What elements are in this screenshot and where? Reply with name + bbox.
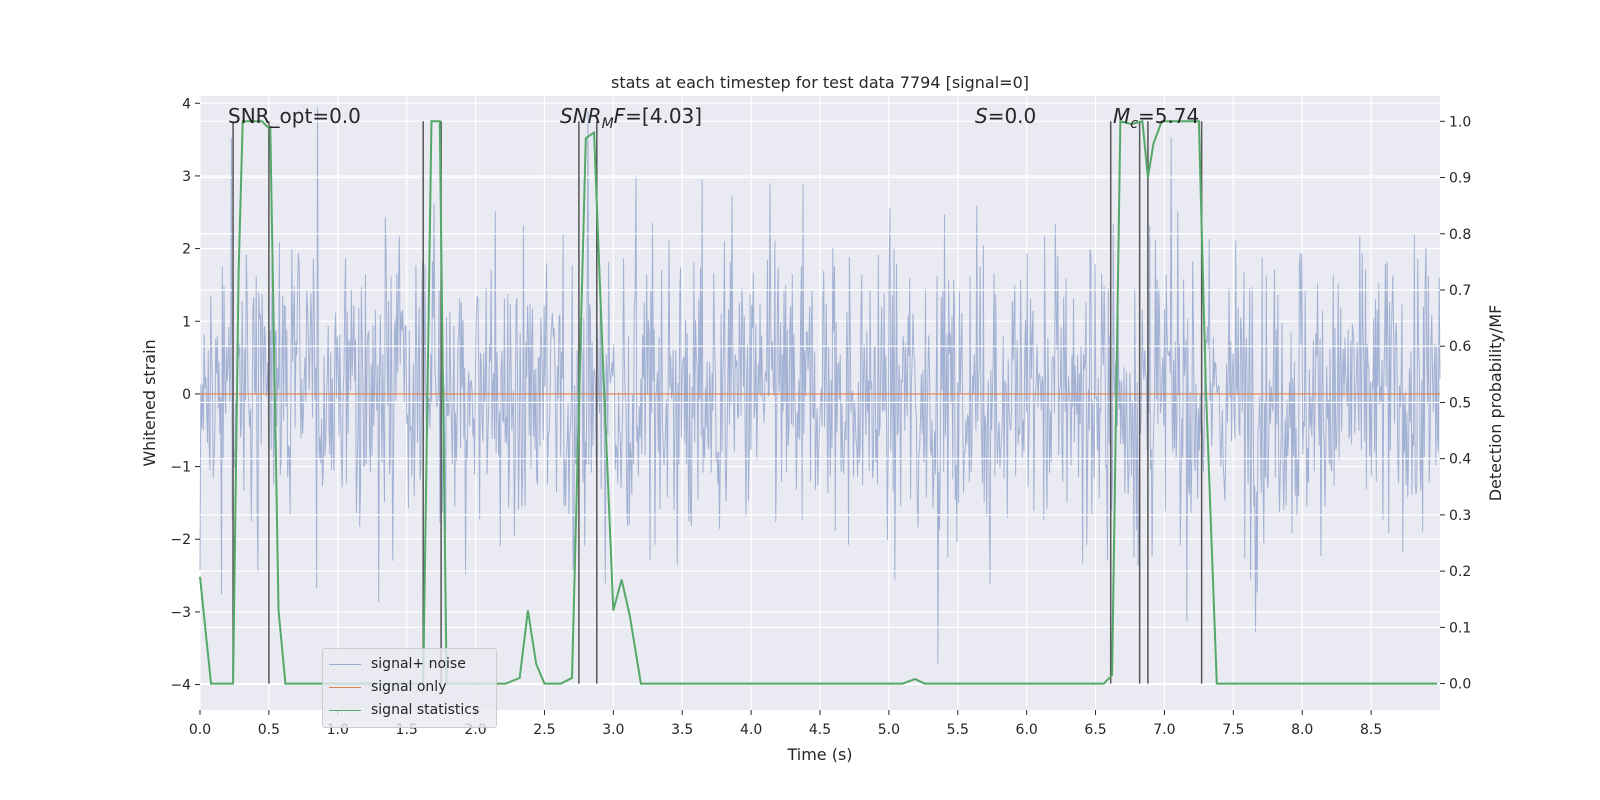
x-tick-label: 7.0 xyxy=(1153,722,1175,738)
x-tick-label: 5.0 xyxy=(878,722,900,738)
x-tick-label: 8.5 xyxy=(1360,722,1382,738)
y-tick-label-left: 1 xyxy=(182,314,191,330)
y-axis-label-right: Detection probability/MF xyxy=(1486,305,1505,502)
legend-item-signal-only: signal only xyxy=(329,676,446,698)
y-tick-label-right: 0.7 xyxy=(1449,283,1471,299)
annotation-snr-mf: SNRMF=[4.03] xyxy=(560,104,702,132)
legend-swatch-signal-statistics xyxy=(329,709,361,711)
y-tick-label-left: −3 xyxy=(170,605,191,621)
x-tick-label: 0.5 xyxy=(258,722,280,738)
annotation-snr-opt: SNR_opt=0.0 xyxy=(228,104,361,128)
y-tick-label-right: 0.1 xyxy=(1449,620,1471,636)
x-tick-label: 6.0 xyxy=(1016,722,1038,738)
x-tick-label: 3.5 xyxy=(671,722,693,738)
y-tick-label-right: 0.6 xyxy=(1449,339,1471,355)
y-tick-label-left: −4 xyxy=(170,678,191,694)
legend-item-signal-statistics: signal statistics xyxy=(329,699,479,721)
y-tick-label-right: 0.4 xyxy=(1449,452,1471,468)
series-signal-noise xyxy=(199,107,1441,664)
y-tick-label-right: 0.0 xyxy=(1449,677,1471,693)
series-signal-statistics xyxy=(199,120,1438,685)
legend-swatch-signal-noise xyxy=(329,663,361,665)
y-tick-label-left: −2 xyxy=(170,532,191,548)
y-tick-label-right: 0.9 xyxy=(1449,171,1471,187)
x-tick-label: 8.0 xyxy=(1291,722,1313,738)
y-tick-label-left: 0 xyxy=(182,387,191,403)
annotation-s: S=0.0 xyxy=(975,104,1036,128)
signal-statistics-line xyxy=(199,120,1438,685)
y-tick-label-right: 1.0 xyxy=(1449,114,1471,130)
y-tick-label-left: 3 xyxy=(182,169,191,185)
y-tick-label-left: 4 xyxy=(182,96,191,112)
legend-label: signal only xyxy=(371,679,447,695)
x-tick-label: 2.5 xyxy=(533,722,555,738)
legend-label: signal statistics xyxy=(371,702,480,718)
chart-title: stats at each timestep for test data 779… xyxy=(611,73,1029,92)
noise-line xyxy=(199,107,1441,664)
legend-label: signal+ noise xyxy=(371,656,466,672)
x-tick-label: 3.0 xyxy=(602,722,624,738)
y-tick-label-right: 0.8 xyxy=(1449,227,1471,243)
x-tick-label: 5.5 xyxy=(947,722,969,738)
y-tick-label-right: 0.2 xyxy=(1449,564,1471,580)
axis-ticks: 0.0 0.5 1.0 1.5 2.0 2.5 3.0 3.5 4.0 4.5 5.0 5.5 6.0 6… xyxy=(170,96,1471,738)
y-axis-label-left: Whitened strain xyxy=(140,339,159,466)
x-tick-label: 0.0 xyxy=(189,722,211,738)
legend: signal+ noise signal only signal statist… xyxy=(322,648,497,728)
y-tick-label-left: 2 xyxy=(182,242,191,258)
x-tick-label: 6.5 xyxy=(1084,722,1106,738)
x-tick-label: 4.0 xyxy=(740,722,762,738)
annotation-mc: Mc=5.74 xyxy=(1113,104,1199,132)
x-tick-label: 4.5 xyxy=(809,722,831,738)
y-tick-label-left: −1 xyxy=(170,460,191,476)
y-tick-label-right: 0.3 xyxy=(1449,508,1471,524)
x-tick-label: 7.5 xyxy=(1222,722,1244,738)
y-tick-label-right: 0.5 xyxy=(1449,395,1471,411)
legend-swatch-signal-only xyxy=(329,686,361,688)
legend-item-signal-noise: signal+ noise xyxy=(329,653,466,675)
x-axis-label: Time (s) xyxy=(786,745,852,764)
